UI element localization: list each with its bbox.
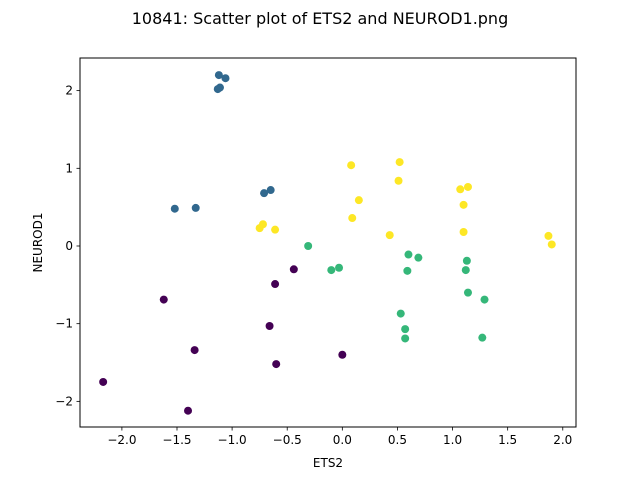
data-point [354, 196, 363, 205]
x-tick-label: 0.0 [333, 433, 352, 447]
x-tick-label: 2.0 [553, 433, 572, 447]
data-point [459, 228, 468, 237]
data-point [327, 266, 336, 275]
x-tick-label: −1.0 [218, 433, 247, 447]
data-point [191, 203, 200, 212]
data-point [289, 265, 298, 274]
data-point [170, 204, 179, 213]
data-point [271, 225, 280, 234]
data-point [403, 266, 412, 275]
x-tick-label: −2.0 [107, 433, 136, 447]
chart-title: 10841: Scatter plot of ETS2 and NEUROD1.… [132, 9, 508, 28]
data-point [414, 253, 423, 262]
x-axis: −2.0 −1.5 −1.0 −0.5 0.0 0.5 1.0 1.5 2.0 [107, 427, 572, 447]
data-point [258, 220, 267, 229]
data-point [338, 350, 347, 359]
data-point [266, 186, 275, 195]
data-point [462, 256, 471, 265]
data-point [461, 266, 470, 275]
data-point [478, 333, 487, 342]
x-tick-label: −0.5 [273, 433, 302, 447]
x-axis-label: ETS2 [313, 456, 343, 470]
y-tick-label: 1 [65, 161, 73, 175]
x-tick-label: 1.0 [443, 433, 462, 447]
y-tick-label: −2 [55, 394, 73, 408]
data-point [348, 214, 357, 223]
data-point [347, 161, 356, 170]
data-point [265, 322, 274, 331]
data-point [184, 406, 193, 415]
data-point [394, 176, 403, 185]
data-point [396, 309, 405, 318]
data-point [480, 295, 489, 304]
data-point [214, 71, 223, 80]
data-point [459, 200, 468, 209]
y-axis: −2 −1 0 1 2 [55, 84, 80, 408]
data-point [463, 182, 472, 191]
data-point [395, 158, 404, 167]
data-point [190, 346, 199, 355]
y-tick-label: 2 [65, 84, 73, 98]
data-point [304, 242, 313, 250]
data-point [385, 231, 394, 240]
data-point [272, 360, 281, 369]
data-point [335, 263, 344, 272]
plot-frame [79, 57, 577, 428]
data-point [260, 189, 269, 198]
data-point [401, 325, 410, 334]
x-tick-label: 0.5 [388, 433, 407, 447]
data-point [99, 377, 108, 386]
y-tick-label: −1 [55, 317, 73, 331]
data-point [463, 288, 472, 297]
data-point [456, 185, 465, 194]
y-tick-label: 0 [65, 239, 73, 253]
data-point [221, 74, 230, 83]
data-point [401, 334, 410, 343]
x-tick-label: −1.5 [162, 433, 191, 447]
data-point [159, 295, 168, 304]
data-point [404, 250, 413, 259]
x-tick-label: 1.5 [498, 433, 517, 447]
data-point [547, 240, 556, 249]
y-axis-label: NEUROD1 [31, 213, 45, 273]
points-layer [99, 71, 556, 415]
data-point [271, 280, 280, 289]
data-point [544, 231, 553, 240]
data-point [213, 85, 222, 94]
